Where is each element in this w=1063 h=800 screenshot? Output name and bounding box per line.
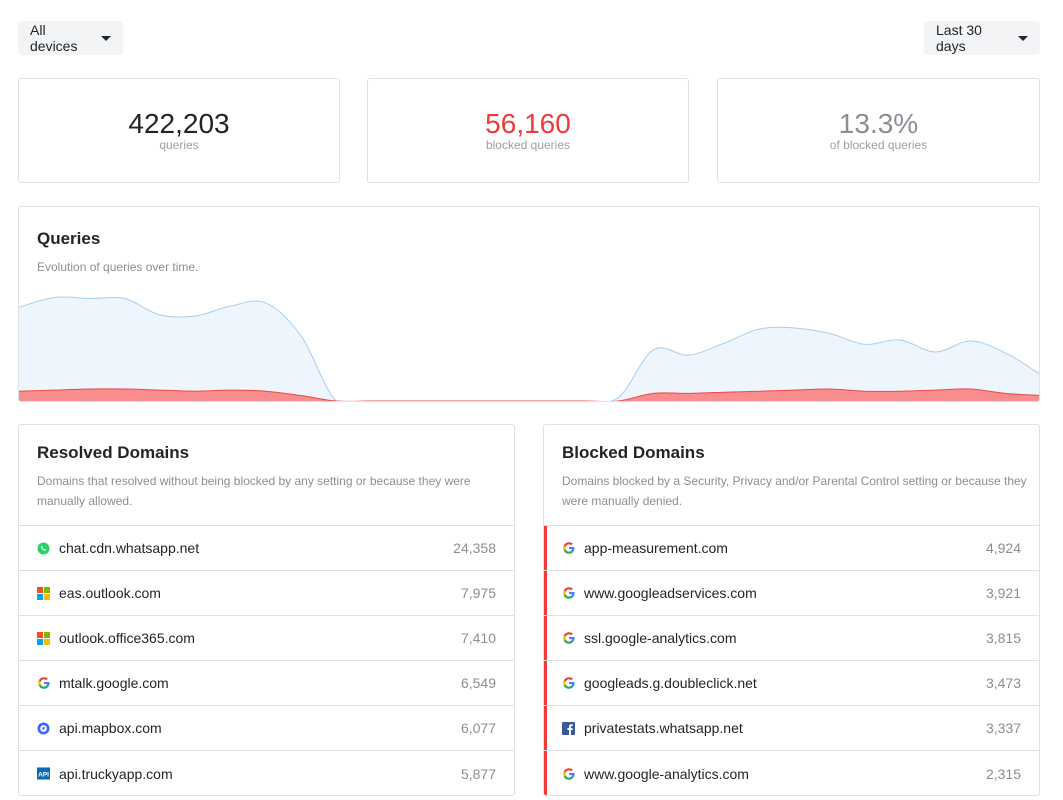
blocked-domain-row[interactable]: privatestats.whatsapp.net 3,337	[544, 706, 1039, 751]
domain-name: chat.cdn.whatsapp.net	[59, 540, 200, 556]
blocked-domain-row[interactable]: googleads.g.doubleclick.net 3,473	[544, 661, 1039, 706]
domain-name: mtalk.google.com	[59, 675, 169, 691]
domain-count: 3,337	[985, 720, 1021, 736]
domain-count: 6,549	[460, 675, 496, 691]
queries-label: queries	[159, 138, 199, 152]
domain-name: privatestats.whatsapp.net	[584, 720, 743, 736]
blocked-domains-list: app-measurement.com 4,924 www.googleadserv…	[544, 526, 1039, 795]
blocked-percent-stat-card: 13.3% of blocked queries	[717, 78, 1040, 183]
domain-count: 5,877	[460, 765, 496, 782]
domain-count: 7,410	[460, 630, 496, 646]
total-queries-area	[19, 296, 1039, 401]
google-icon	[562, 542, 575, 555]
blocked-domains-header: Blocked Domains Domains blocked by a Sec…	[544, 425, 1039, 526]
blocked-domain-row[interactable]: www.google-analytics.com 2,315	[544, 751, 1039, 795]
blocked-queries-area	[19, 388, 1039, 401]
domain-name: www.google-analytics.com	[584, 765, 749, 782]
blocked-queries-line	[19, 388, 1039, 401]
time-range-dropdown[interactable]: Last 30 days	[924, 21, 1040, 55]
blocked-count: 56,160	[485, 108, 571, 139]
domain-name: ssl.google-analytics.com	[584, 630, 737, 646]
google-icon	[562, 632, 575, 645]
resolved-domain-row[interactable]: chat.cdn.whatsapp.net 24,358	[19, 526, 514, 571]
domain-name: app-measurement.com	[584, 540, 728, 556]
domain-name: api.mapbox.com	[59, 720, 162, 736]
facebook-icon	[562, 721, 575, 735]
blocked-stat-card: 56,160 blocked queries	[367, 78, 689, 183]
api-icon: API	[37, 767, 50, 780]
domain-count: 24,358	[453, 540, 496, 556]
google-icon	[562, 677, 575, 690]
queries-chart-subtitle: Evolution of queries over time.	[37, 260, 199, 274]
blocked-percent: 13.3%	[838, 108, 919, 139]
resolved-domains-title: Resolved Domains	[37, 443, 190, 462]
microsoft-icon	[37, 631, 50, 645]
blocked-domain-row[interactable]: ssl.google-analytics.com 3,815	[544, 616, 1039, 661]
domain-count: 3,473	[985, 675, 1021, 691]
domain-name: api.truckyapp.com	[59, 765, 173, 782]
blocked-percent-label: of blocked queries	[829, 138, 928, 152]
domain-count: 2,315	[985, 765, 1021, 782]
svg-text:API: API	[38, 771, 49, 778]
google-icon	[562, 587, 575, 600]
caret-down-icon	[1018, 35, 1028, 41]
time-range-label: Last 30 days	[936, 22, 982, 54]
queries-count: 422,203	[128, 108, 230, 139]
domain-count: 4,924	[985, 540, 1021, 556]
devices-dropdown-label: All devices	[30, 22, 78, 54]
resolved-domain-row[interactable]: eas.outlook.com 7,975	[19, 571, 514, 616]
resolved-domain-row[interactable]: API api.truckyapp.com 5,877	[19, 751, 514, 795]
domain-count: 6,077	[460, 720, 496, 736]
caret-down-icon	[101, 35, 111, 41]
devices-dropdown[interactable]: All devices	[18, 21, 123, 55]
queries-chart-title: Queries	[37, 229, 101, 248]
domain-count: 7,975	[460, 585, 496, 601]
domain-count: 3,921	[985, 585, 1021, 601]
queries-stat-card: 422,203 queries	[18, 78, 340, 183]
whatsapp-icon	[37, 542, 50, 555]
blocked-domains-subtitle: Domains blocked by a Security, Privacy a…	[562, 474, 1027, 508]
queries-chart	[19, 296, 1039, 401]
microsoft-icon	[37, 586, 50, 600]
blocked-label: blocked queries	[485, 138, 571, 152]
domain-count: 3,815	[985, 630, 1021, 646]
google-icon	[562, 767, 575, 780]
domain-name: eas.outlook.com	[59, 585, 161, 601]
resolved-domain-row[interactable]: mtalk.google.com 6,549	[19, 661, 514, 706]
mapbox-icon	[37, 722, 50, 735]
queries-chart-card: Queries Evolution of queries over time.	[18, 206, 1040, 402]
resolved-domains-header: Resolved Domains Domains that resolved w…	[19, 425, 514, 526]
total-queries-line	[19, 296, 1039, 401]
domain-name: outlook.office365.com	[59, 630, 195, 646]
blocked-domain-row[interactable]: www.googleadservices.com 3,921	[544, 571, 1039, 616]
resolved-domains-list: chat.cdn.whatsapp.net 24,358 eas.outlook.c…	[19, 526, 514, 795]
resolved-domain-row[interactable]: api.mapbox.com 6,077	[19, 706, 514, 751]
blocked-domain-row[interactable]: app-measurement.com 4,924	[544, 526, 1039, 571]
google-icon	[37, 677, 50, 690]
resolved-domain-row[interactable]: outlook.office365.com 7,410	[19, 616, 514, 661]
resolved-domains-card: Resolved Domains Domains that resolved w…	[18, 424, 515, 796]
resolved-domains-subtitle: Domains that resolved without being bloc…	[37, 474, 471, 508]
domain-name: googleads.g.doubleclick.net	[584, 675, 757, 691]
blocked-domains-card: Blocked Domains Domains blocked by a Sec…	[543, 424, 1040, 796]
blocked-domains-title: Blocked Domains	[562, 443, 705, 462]
domain-name: www.googleadservices.com	[584, 585, 757, 601]
